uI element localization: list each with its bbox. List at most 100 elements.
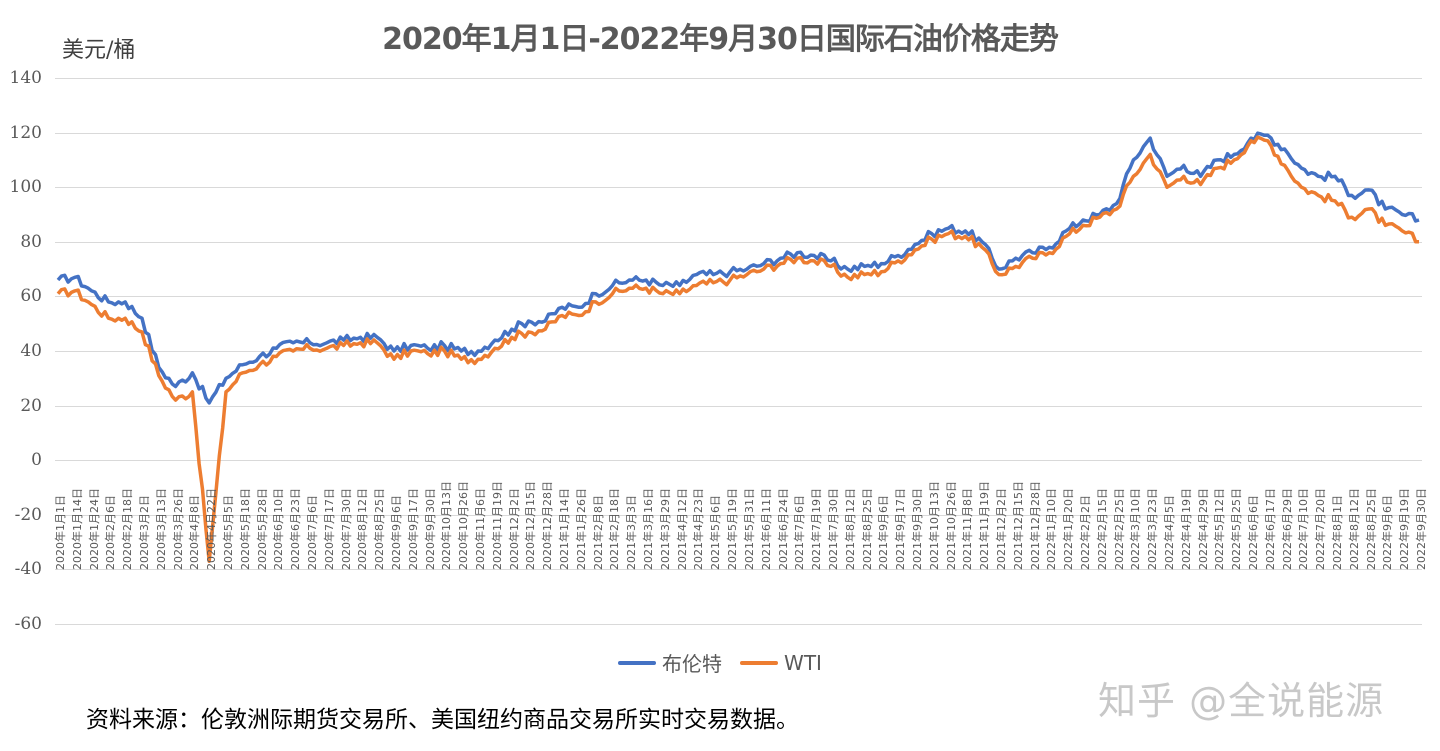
gridline: [55, 78, 1422, 79]
x-tick-label: 2022年7月20日: [1314, 488, 1328, 570]
x-tick-label: 2020年6月23日: [289, 488, 303, 570]
x-tick-label: 2020年1月1日: [54, 495, 67, 570]
x-tick-label: 2020年5月18日: [238, 488, 252, 570]
x-tick-label: 2021年12月2日: [994, 488, 1008, 570]
y-tick-label: -60: [14, 614, 42, 634]
gridline: [55, 187, 1422, 189]
gridline: [55, 569, 1422, 571]
x-tick-label: 2021年1月26日: [574, 488, 588, 570]
gridline: [55, 296, 1422, 298]
legend-swatch-wti: [740, 660, 779, 665]
x-tick-label: 2020年9月30日: [423, 488, 437, 570]
source-note: 资料来源：伦敦洲际期货交易所、美国纽约商品交易所实时交易数据。: [86, 707, 799, 733]
x-axis-labels: 2020年1月1日 2020年1月14日 2020年1月24日 2020年2月6日 20…: [54, 466, 1428, 574]
x-tick-label: 2020年5月28日: [255, 488, 269, 570]
x-tick-label: 2022年6月17日: [1263, 488, 1277, 570]
x-tick-label: 2021年10月13日: [927, 481, 941, 570]
y-tick-label: 40: [20, 341, 42, 361]
x-tick-label: 2021年9月17日: [894, 488, 908, 570]
x-tick-label: 2021年9月30日: [910, 488, 924, 570]
x-tick-label: 2020年1月14日: [70, 488, 84, 570]
x-tick-label: 2021年2月8日: [591, 495, 605, 570]
x-tick-label: 2022年6月6日: [1246, 495, 1260, 570]
x-tick-label: 2021年3月3日: [625, 495, 639, 570]
x-tick-label: 2020年10月26日: [457, 481, 471, 570]
legend-item-wti[interactable]: WTI: [740, 648, 822, 677]
x-tick-label: 2020年5月5日: [222, 495, 236, 570]
y-tick-label: 60: [20, 286, 42, 307]
x-tick-label: 2022年8月25日: [1364, 488, 1378, 570]
x-tick-label: 2021年6月11日: [759, 488, 773, 570]
y-tick-label: 100: [9, 177, 42, 198]
x-tick-label: 2021年5月19日: [726, 488, 740, 570]
x-tick-label: 2022年4月5日: [1162, 495, 1176, 570]
watermark: 知乎 @全说能源: [1098, 679, 1385, 723]
x-tick-label: 2020年2月18日: [121, 488, 135, 570]
x-tick-label: 2022年1月10日: [1045, 488, 1059, 570]
x-tick-label: 2022年9月30日: [1415, 488, 1428, 570]
x-tick-label: 2021年2月18日: [608, 488, 622, 570]
x-tick-label: 2022年2月15日: [1095, 488, 1109, 570]
gridline: [55, 405, 1422, 407]
x-tick-label: 2020年9月6日: [390, 495, 404, 570]
x-tick-label: 2021年3月16日: [642, 488, 656, 570]
x-tick-label: 2020年10月13日: [440, 481, 454, 570]
x-tick-label: 2021年9月6日: [877, 495, 891, 570]
x-tick-label: 2021年3月29日: [658, 488, 672, 570]
x-tick-label: 2021年11月19日: [978, 481, 992, 570]
y-tick-label: 80: [20, 231, 42, 252]
legend-swatch-brent: [618, 660, 657, 665]
x-tick-label: 2022年5月12日: [1213, 488, 1227, 570]
legend-item-brent[interactable]: 布伦特: [618, 648, 722, 677]
gridline: [55, 351, 1422, 352]
gridline: [55, 241, 1422, 243]
x-tick-label: 2020年11月6日: [474, 488, 488, 570]
x-tick-label: 2021年10月26日: [944, 481, 958, 570]
y-tick-label: -40: [14, 559, 42, 580]
x-tick-label: 2021年12月28日: [1028, 481, 1042, 570]
x-tick-label: 2021年7月6日: [793, 495, 807, 570]
x-tick-label: 2020年4月22日: [205, 488, 219, 570]
x-tick-label: 2020年8月25日: [373, 488, 387, 570]
x-tick-label: 2021年7月30日: [826, 488, 840, 570]
x-tick-label: 2021年6月24日: [776, 488, 790, 570]
x-tick-label: 2021年12月15日: [1011, 481, 1025, 570]
x-tick-label: 2022年8月1日: [1330, 495, 1344, 570]
y-tick-label: 120: [9, 122, 42, 143]
x-tick-label: 2020年11月19日: [490, 481, 504, 570]
y-tick-label: 20: [20, 395, 42, 416]
x-tick-label: 2022年8月12日: [1347, 488, 1361, 570]
x-tick-label: 2022年4月29日: [1196, 488, 1210, 570]
series-line-brent: [56, 131, 1420, 405]
x-tick-label: 2021年11月8日: [961, 488, 975, 570]
x-tick-label: 2022年4月19日: [1179, 488, 1193, 570]
x-tick-label: 2020年3月2日: [138, 495, 151, 570]
x-tick-label: 2020年7月17日: [322, 488, 336, 570]
x-tick-label: 2022年2月25日: [1112, 488, 1126, 570]
x-tick-label: 2021年5月6日: [709, 495, 723, 570]
series-line-wti: [56, 135, 1420, 563]
x-tick-label: 2021年7月19日: [810, 488, 824, 570]
x-tick-label: 2022年6月29日: [1280, 488, 1294, 570]
x-tick-label: 2022年1月20日: [1062, 488, 1076, 570]
x-tick-label: 2020年8月12日: [356, 488, 370, 570]
x-tick-label: 2020年4月8日: [188, 495, 202, 570]
x-tick-label: 2021年1月14日: [558, 488, 572, 570]
x-tick-label: 2020年3月26日: [171, 488, 185, 570]
x-tick-label: 2020年7月30日: [339, 488, 353, 570]
legend: 布伦特 WTI: [0, 648, 1440, 677]
y-axis-unit-label: 美元/桶: [62, 38, 136, 63]
x-tick-label: 2022年9月6日: [1381, 495, 1395, 570]
gridline: [55, 624, 1422, 625]
x-tick-label: 2021年4月23日: [692, 488, 706, 570]
x-tick-label: 2020年12月28日: [541, 481, 555, 570]
x-tick-label: 2020年12月15日: [524, 481, 538, 570]
x-tick-label: 2022年9月19日: [1398, 488, 1412, 570]
x-tick-label: 2020年1月24日: [87, 488, 101, 570]
gridline: [55, 460, 1422, 462]
x-tick-label: 2020年7月6日: [306, 495, 320, 570]
x-tick-label: 2020年2月6日: [104, 495, 118, 570]
x-tick-label: 2022年3月10日: [1129, 488, 1143, 570]
x-tick-label: 2021年5月31日: [742, 488, 756, 570]
